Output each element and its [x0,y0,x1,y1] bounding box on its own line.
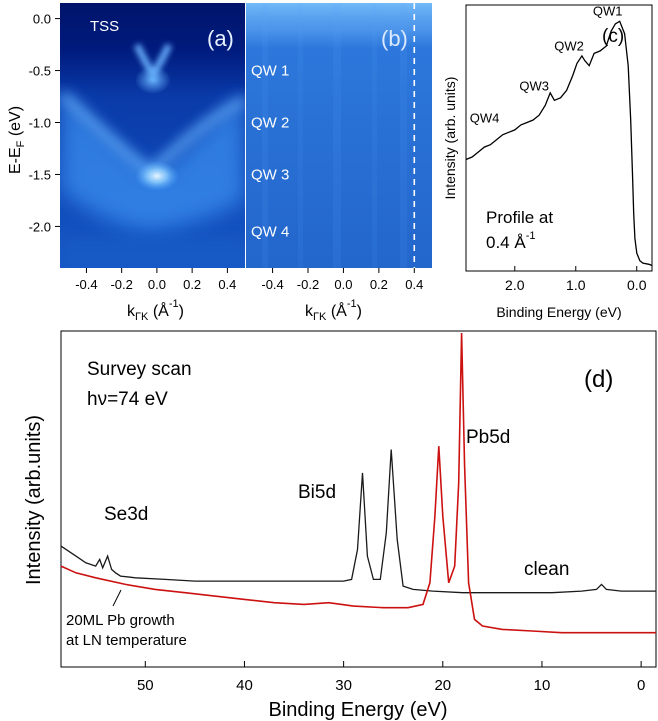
qw-peak-label: QW2 [554,38,584,53]
panel-c-x-ticks: 2.0 1.0 0.0 [505,266,647,293]
x-label-sup: -1 [347,298,357,310]
panel-b: QW 1 QW 2 QW 3 QW 4 (b) -0.4 -0.2 0.0 0.2 0.4 k… [246,3,432,323]
x-tick-label: 0.0 [627,277,647,293]
panel-b-x-ticks: -0.4 -0.2 0.0 0.2 0.4 [261,268,423,292]
bi5d-label: Bi5d [298,482,336,503]
pb-growth-label-line1: 20ML Pb growth [66,612,175,629]
survey-scan-title: Survey scan [87,359,192,380]
x-tick-label: 0.2 [370,277,388,292]
x-tick-label: 40 [236,677,253,694]
panel-b-x-label: kΓK (Å-1) [305,298,362,323]
qw-band-label: QW 1 [251,63,289,80]
panel-b-top-band [246,3,432,48]
panel-c-x-label: Binding Energy (eV) [496,304,621,320]
panel-d-frame [60,330,657,668]
panel-a-y-ticks: 0.0 -0.5 -1.0 -1.5 -2.0 [29,12,60,234]
panel-a: TSS (a) -0.4 -0.2 0.0 0.2 0.4 0.0 -0.5 -1.0 -1.… [7,3,245,323]
x-tick-label: -0.4 [261,277,283,292]
x-label-unit: (Å [326,301,347,320]
x-tick-label: 0.4 [405,277,423,292]
x-tick-label: 50 [137,677,154,694]
panel-c: QW1 QW2 QW3 QW4 (c) Profile at 0.4 Å-1 2.0 1… [442,3,653,320]
bulk-band [60,90,245,230]
x-tick-label: 2.0 [505,277,525,293]
dirac-point [135,66,171,94]
x-tick-label: -0.2 [297,277,319,292]
x-tick-label: 0 [637,677,645,694]
panel-c-frame [465,4,653,272]
profile-label-line1: Profile at [486,208,553,227]
panel-a-lower-glow [60,236,245,268]
panel-a-label: (a) [207,26,234,51]
bright-spot [135,161,179,191]
panel-c-peak-labels: QW1 QW2 QW3 QW4 [470,3,623,125]
x-tick-label: -0.2 [110,277,132,292]
y-tick-label: 0.0 [33,12,51,27]
panel-a-x-label: kΓK (Å-1) [127,298,184,323]
y-label-main: E-E [7,147,24,174]
x-tick-label: 20 [434,677,451,694]
qw-peak-label: QW4 [470,110,500,125]
panel-b-streaks [262,3,407,268]
clean-label: clean [524,559,569,580]
tss-label: TSS [90,18,119,35]
qw-peak-label: QW3 [519,78,549,93]
qw-band-label: QW 4 [251,224,289,241]
x-label-k: k [305,303,314,320]
panel-d-x-ticks: 50 40 30 20 10 0 [137,661,645,694]
panel-d: Survey scan hν=74 eV (d) Se3d Bi5d Pb5d … [23,330,657,721]
panel-a-intensity [60,43,245,268]
clean-spectrum-line [60,449,656,594]
profile-k-sup: -1 [526,230,536,242]
panel-d-y-label: Intensity (arb.units) [23,415,45,585]
photon-energy-label: hν=74 eV [87,389,168,410]
y-tick-label: -1.0 [29,116,51,131]
y-tick-label: -2.0 [29,219,51,234]
qw-peak-label: QW1 [593,3,623,18]
profile-label-line2: 0.4 Å-1 [486,230,535,252]
x-tick-label: 30 [335,677,352,694]
x-tick-label: 1.0 [566,277,586,293]
x-label-close: ) [357,303,362,320]
x-tick-label: -0.4 [75,277,97,292]
x-tick-label: 0.4 [218,277,236,292]
pb5d-label: Pb5d [466,427,510,448]
x-tick-label: 0.0 [334,277,352,292]
x-tick-label: 0.0 [148,277,166,292]
panel-a-x-ticks: -0.4 -0.2 0.0 0.2 0.4 [75,268,236,292]
panel-c-profile-line [465,20,653,267]
x-label-close: ) [179,303,184,320]
y-label-sub: F [15,140,27,147]
x-label-sup: -1 [169,298,179,310]
y-label-unit: (eV) [7,106,24,141]
panel-c-y-label: Intensity (arb. units) [442,77,458,200]
panel-c-label: (c) [602,26,624,47]
panel-a-y-label: E-EF (eV) [7,106,27,174]
x-label-unit: (Å [148,301,169,320]
qw-band-labels: QW 1 QW 2 QW 3 QW 4 [251,63,289,241]
x-label-k: k [127,303,136,320]
panel-d-x-label: Binding Energy (eV) [269,699,448,721]
pb-growth-label-line2: at LN temperature [66,632,187,649]
panel-d-label: (d) [584,366,613,393]
y-tick-label: -0.5 [29,64,51,79]
profile-k-value: 0.4 Å [486,233,526,252]
pb-growth-pointer [112,589,122,607]
panel-b-label: (b) [381,26,408,51]
qw-band-label: QW 2 [251,115,289,132]
x-label-sub: ΓK [135,311,149,323]
y-tick-label: -1.5 [29,167,51,182]
qw-band-label: QW 3 [251,166,289,183]
x-tick-label: 10 [534,677,551,694]
x-label-sub: ΓK [313,311,327,323]
pb-growth-spectrum-line [60,332,656,634]
se3d-label: Se3d [104,504,148,525]
x-tick-label: 0.2 [183,277,201,292]
